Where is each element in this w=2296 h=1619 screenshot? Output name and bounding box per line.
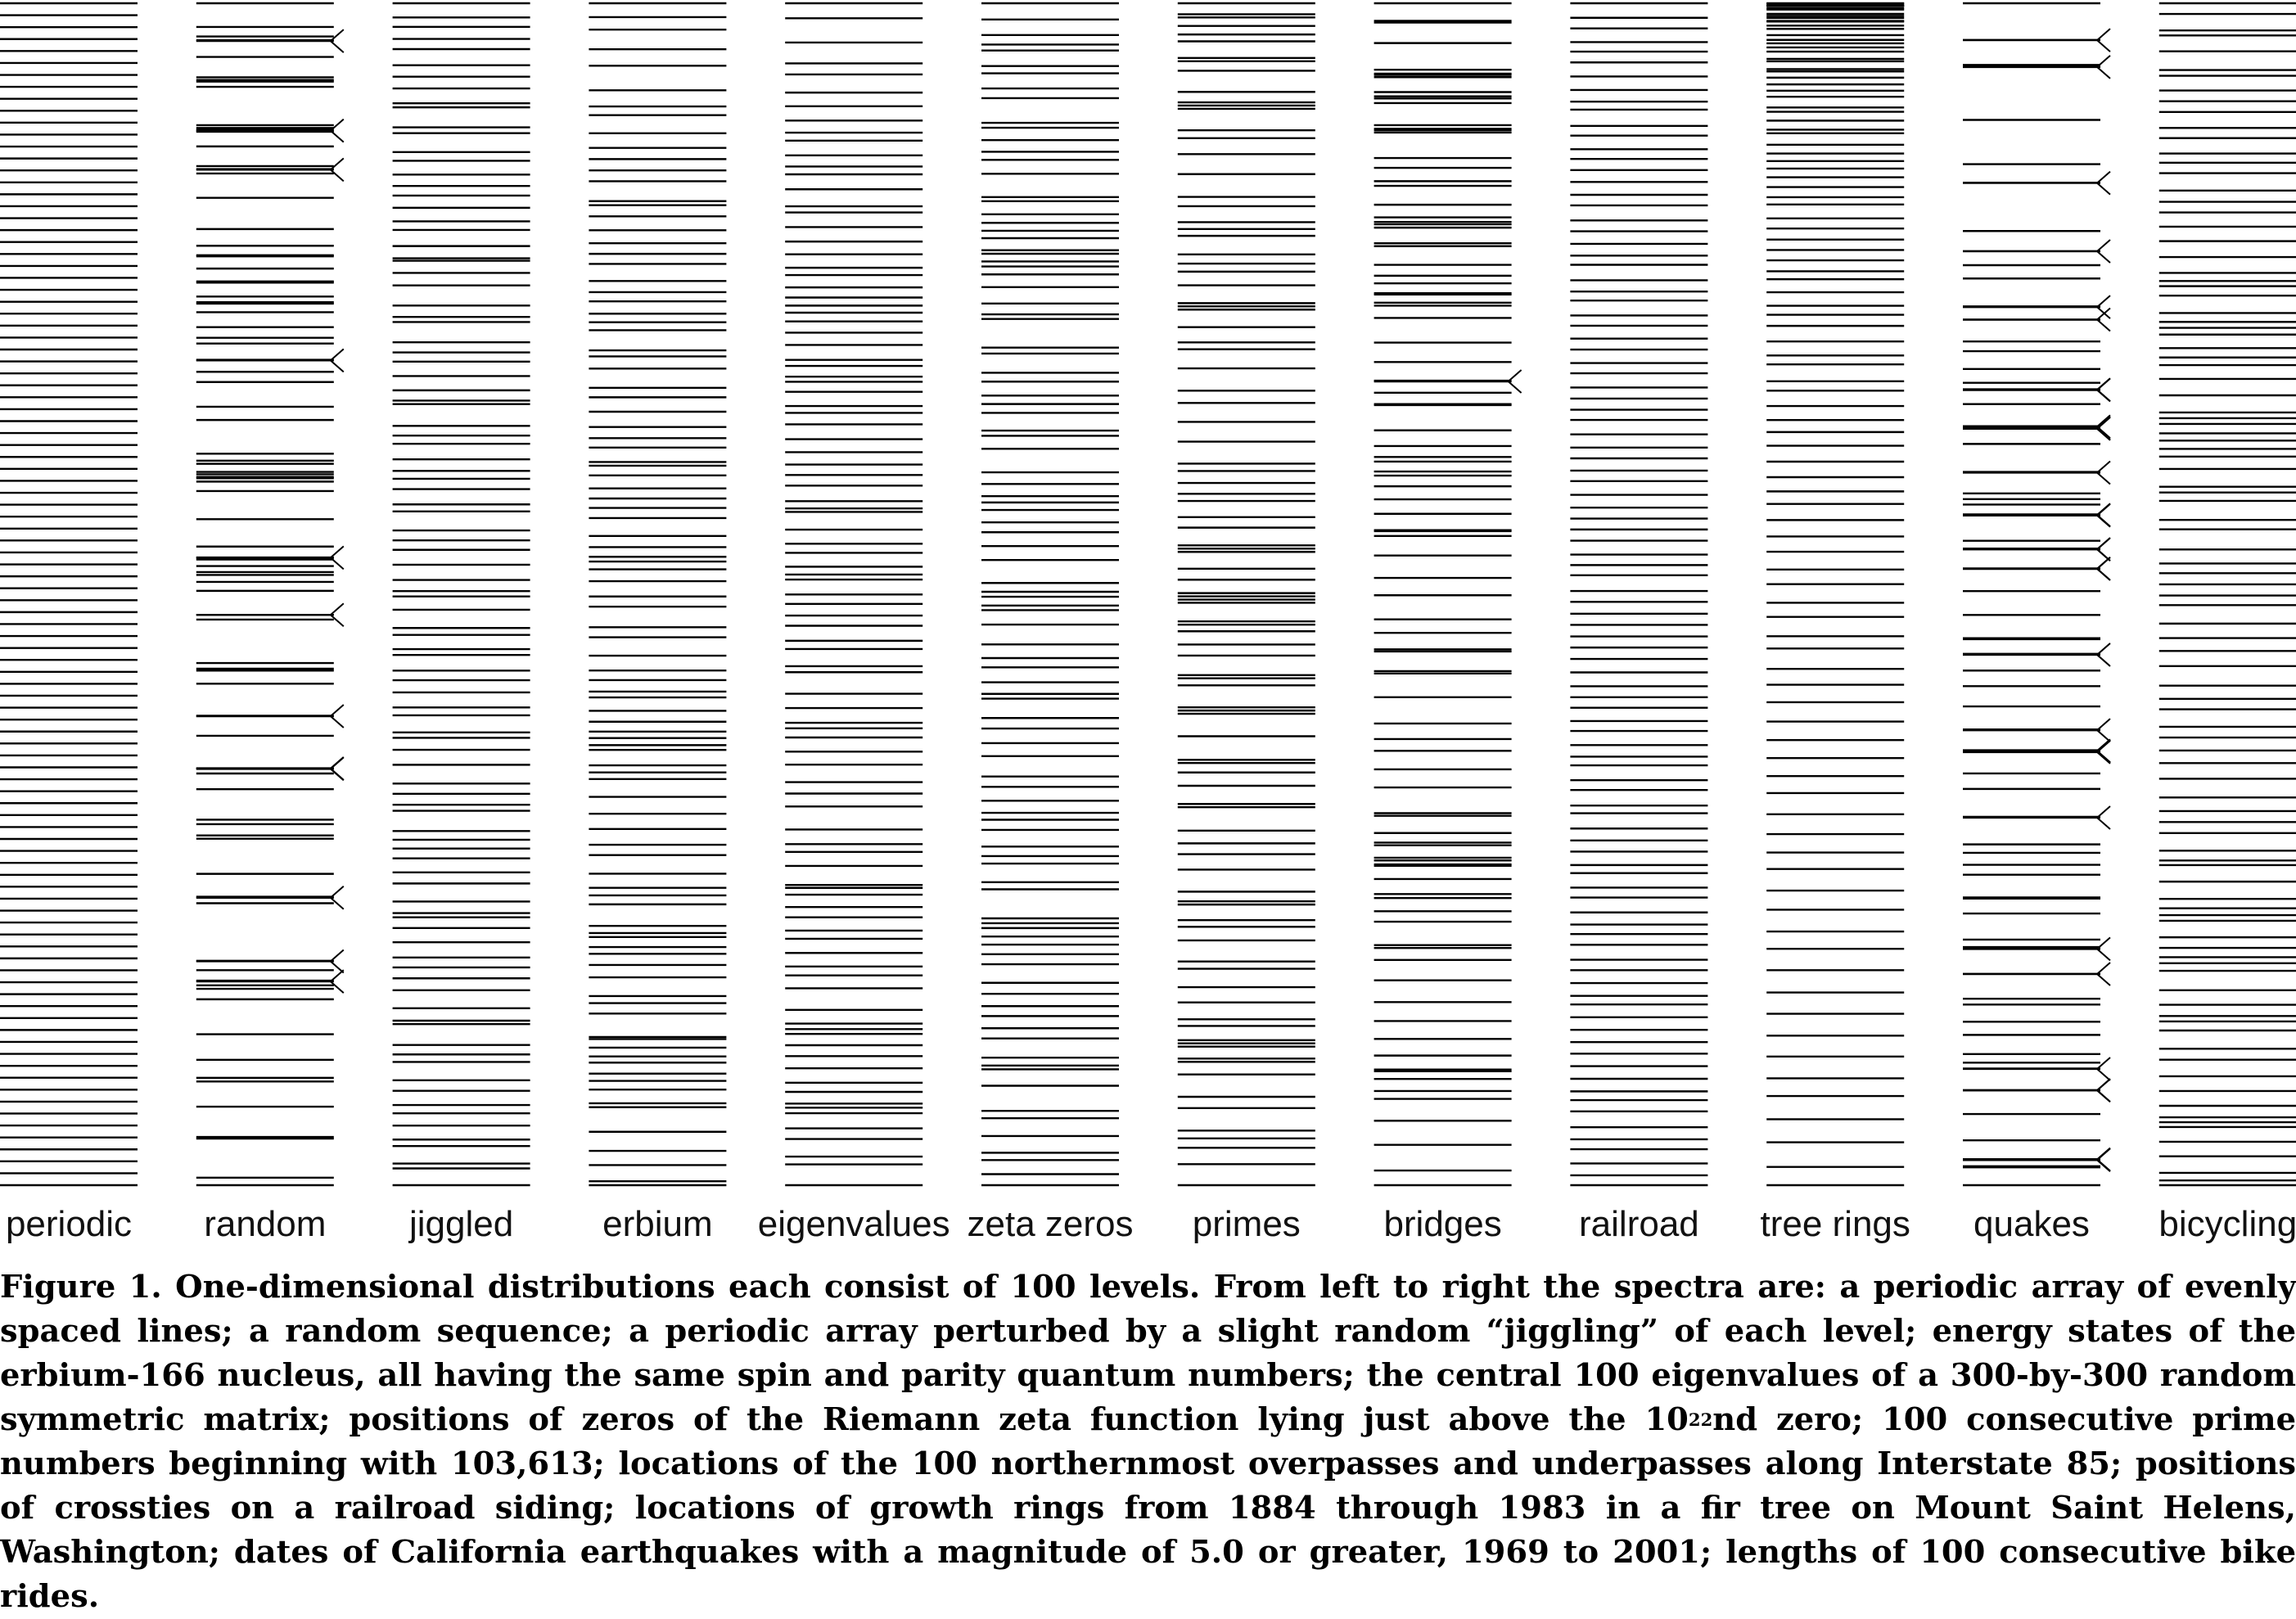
coincidence-fork-mark bbox=[2096, 170, 2111, 184]
column-label: quakes bbox=[1973, 1204, 2090, 1244]
coincidence-fork-mark bbox=[330, 614, 345, 627]
spectrum-column-bicycling: bicycling bbox=[2158, 2, 2296, 1244]
coincidence-fork-mark bbox=[2096, 66, 2111, 79]
spectra-figure: periodic random jiggled erbium eigenvalues ze… bbox=[0, 2, 2296, 1244]
coincidence-fork-mark bbox=[2096, 307, 2111, 321]
spectrum-column-eigenvalues: eigenvalues bbox=[758, 2, 950, 1244]
spectrum-column-bridges: bridges bbox=[1374, 2, 1522, 1244]
column-label: primes bbox=[1193, 1204, 1301, 1244]
coincidence-fork-mark bbox=[2096, 28, 2111, 41]
coincidence-fork-mark bbox=[2096, 729, 2111, 742]
coincidence-fork-mark bbox=[330, 949, 345, 963]
spectrum-column-zeta-zeros: zeta zeros bbox=[968, 2, 1134, 1244]
coincidence-fork-mark bbox=[2096, 239, 2111, 252]
coincidence-fork-mark bbox=[2096, 936, 2111, 950]
coincidence-fork-mark bbox=[2096, 537, 2111, 550]
coincidence-fork-mark bbox=[2096, 643, 2111, 656]
coincidence-fork-mark bbox=[330, 118, 345, 132]
coincidence-fork-mark bbox=[2096, 414, 2111, 427]
coincidence-fork-mark bbox=[2096, 1089, 2111, 1103]
coincidence-fork-mark bbox=[2096, 503, 2111, 516]
column-label: random bbox=[204, 1204, 326, 1244]
column-label: periodic bbox=[6, 1204, 132, 1244]
coincidence-fork-mark bbox=[2096, 318, 2111, 332]
spectrum-column-random: random bbox=[196, 2, 345, 1244]
coincidence-fork-mark bbox=[2096, 295, 2111, 308]
column-label: zeta zeros bbox=[968, 1204, 1134, 1244]
coincidence-fork-mark bbox=[2096, 740, 2111, 753]
coincidence-fork-mark bbox=[2096, 55, 2111, 68]
coincidence-fork-mark bbox=[2096, 306, 2111, 319]
coincidence-fork-mark bbox=[330, 885, 345, 899]
coincidence-fork-mark bbox=[2096, 948, 2111, 962]
coincidence-fork-mark bbox=[2096, 471, 2111, 485]
coincidence-fork-mark bbox=[1507, 369, 1522, 382]
coincidence-fork-mark bbox=[330, 602, 345, 616]
coincidence-fork-mark bbox=[1507, 381, 1522, 394]
column-label: bridges bbox=[1383, 1204, 1501, 1244]
spectrum-column-jiggled: jiggled bbox=[392, 2, 530, 1244]
coincidence-fork-mark bbox=[2096, 718, 2111, 731]
coincidence-fork-mark bbox=[330, 348, 345, 362]
caption-text-part1: Figure 1. One-dimensional distributions … bbox=[0, 1269, 2296, 1438]
coincidence-fork-mark bbox=[2096, 962, 2111, 975]
spectrum-column-primes: primes bbox=[1177, 2, 1315, 1244]
coincidence-fork-mark bbox=[2096, 568, 2111, 581]
coincidence-fork-mark bbox=[330, 756, 345, 770]
coincidence-fork-mark bbox=[330, 40, 345, 53]
spectrum-column-periodic: periodic bbox=[0, 2, 138, 1244]
coincidence-fork-mark bbox=[2096, 460, 2111, 474]
coincidence-fork-mark bbox=[2096, 428, 2111, 441]
column-label: jiggled bbox=[408, 1204, 513, 1244]
coincidence-fork-mark bbox=[2096, 1057, 2111, 1070]
spectrum-column-quakes: quakes bbox=[1963, 2, 2111, 1244]
coincidence-fork-mark bbox=[2096, 417, 2111, 430]
coincidence-fork-mark bbox=[2096, 1068, 2111, 1081]
column-label: tree rings bbox=[1760, 1204, 1910, 1244]
figure-caption: Figure 1. One-dimensional distributions … bbox=[0, 1265, 2296, 1619]
coincidence-fork-mark bbox=[330, 981, 345, 994]
coincidence-fork-mark bbox=[2096, 973, 2111, 986]
coincidence-fork-mark bbox=[2096, 515, 2111, 528]
coincidence-fork-mark bbox=[330, 29, 345, 42]
coincidence-fork-mark bbox=[2096, 39, 2111, 52]
column-label: eigenvalues bbox=[758, 1204, 950, 1244]
coincidence-fork-mark bbox=[2096, 250, 2111, 264]
column-label: bicycling bbox=[2158, 1204, 2296, 1244]
spectrum-column-erbium: erbium bbox=[589, 2, 727, 1244]
coincidence-fork-mark bbox=[2096, 805, 2111, 819]
coincidence-fork-mark bbox=[330, 896, 345, 910]
coincidence-fork-mark bbox=[2096, 377, 2111, 391]
column-label: erbium bbox=[602, 1204, 713, 1244]
coincidence-fork-mark bbox=[330, 157, 345, 171]
coincidence-fork-mark bbox=[330, 169, 345, 183]
coincidence-fork-mark bbox=[2096, 817, 2111, 830]
coincidence-fork-mark bbox=[2096, 389, 2111, 403]
coincidence-fork-mark bbox=[2096, 1148, 2111, 1161]
spectrum-column-tree-rings: tree rings bbox=[1760, 2, 1910, 1244]
coincidence-fork-mark bbox=[2096, 751, 2111, 764]
coincidence-fork-mark bbox=[330, 969, 345, 982]
coincidence-fork-mark bbox=[2096, 1078, 2111, 1091]
coincidence-fork-mark bbox=[2096, 182, 2111, 196]
coincidence-fork-mark bbox=[330, 715, 345, 728]
coincidence-fork-mark bbox=[2096, 557, 2111, 570]
coincidence-fork-mark bbox=[330, 768, 345, 782]
coincidence-fork-mark bbox=[330, 704, 345, 717]
caption-superscript: 22 bbox=[1688, 1409, 1713, 1430]
coincidence-fork-mark bbox=[2096, 1159, 2111, 1173]
coincidence-fork-mark bbox=[330, 545, 345, 559]
coincidence-fork-mark bbox=[2096, 654, 2111, 667]
spectrum-column-railroad: railroad bbox=[1570, 2, 1708, 1244]
coincidence-fork-mark bbox=[330, 359, 345, 373]
column-label: railroad bbox=[1579, 1204, 1699, 1244]
